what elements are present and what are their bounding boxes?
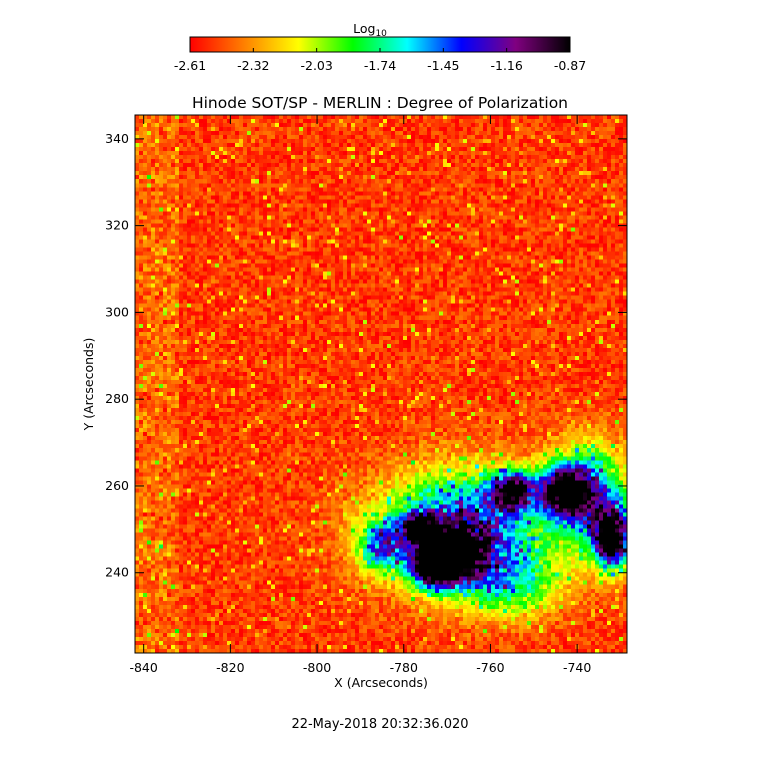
colorbar-tick-label: -0.87 bbox=[554, 58, 586, 73]
y-axis-label: Y (Arcseconds) bbox=[81, 338, 96, 432]
plot-frame bbox=[134, 114, 628, 654]
y-tick-label: 320 bbox=[105, 218, 129, 233]
colorbar-title: Log10 bbox=[353, 21, 387, 39]
plot-area: -840 -820 -800 -780 -760 -740 240 260 280 300 320… bbox=[105, 114, 628, 675]
x-tick-label: -740 bbox=[563, 660, 591, 675]
colorbar-tick-label: -2.03 bbox=[300, 58, 332, 73]
x-axis-label: X (Arcseconds) bbox=[334, 675, 428, 690]
y-tick-label: 340 bbox=[105, 131, 129, 146]
colorbar-tick-label: -1.74 bbox=[364, 58, 396, 73]
y-tick-label: 280 bbox=[105, 391, 129, 406]
timestamp: 22-May-2018 20:32:36.020 bbox=[291, 717, 468, 732]
y-tick-label: 240 bbox=[105, 565, 129, 580]
polarization-heatmap bbox=[135, 115, 627, 653]
x-axis: -840 -820 -800 -780 -760 -740 bbox=[129, 115, 591, 675]
x-tick-label: -800 bbox=[303, 660, 331, 675]
chart-title: Hinode SOT/SP - MERLIN : Degree of Polar… bbox=[192, 94, 568, 112]
y-tick-label: 300 bbox=[105, 304, 129, 319]
colorbar-tick-label: -1.16 bbox=[490, 58, 522, 73]
colorbar-title-text: Log bbox=[353, 21, 375, 36]
y-axis: 240 260 280 300 320 340 bbox=[105, 131, 627, 580]
x-tick-label: -780 bbox=[390, 660, 418, 675]
colorbar-title-subscript: 10 bbox=[375, 29, 387, 39]
colorbar: Log10 -2.61 -2.32 -2.03 -1.74 -1.45 -1.16 -0.8… bbox=[174, 21, 586, 73]
colorbar-tick-label: -2.61 bbox=[174, 58, 206, 73]
colorbar-tick-label: -1.45 bbox=[427, 58, 459, 73]
colorbar-tick-label: -2.32 bbox=[237, 58, 269, 73]
colorbar-ticks: -2.61 -2.32 -2.03 -1.74 -1.45 -1.16 -0.87 bbox=[174, 48, 586, 73]
x-tick-label: -820 bbox=[216, 660, 244, 675]
y-tick-label: 260 bbox=[105, 478, 129, 493]
x-tick-label: -760 bbox=[476, 660, 504, 675]
x-tick-label: -840 bbox=[129, 660, 157, 675]
